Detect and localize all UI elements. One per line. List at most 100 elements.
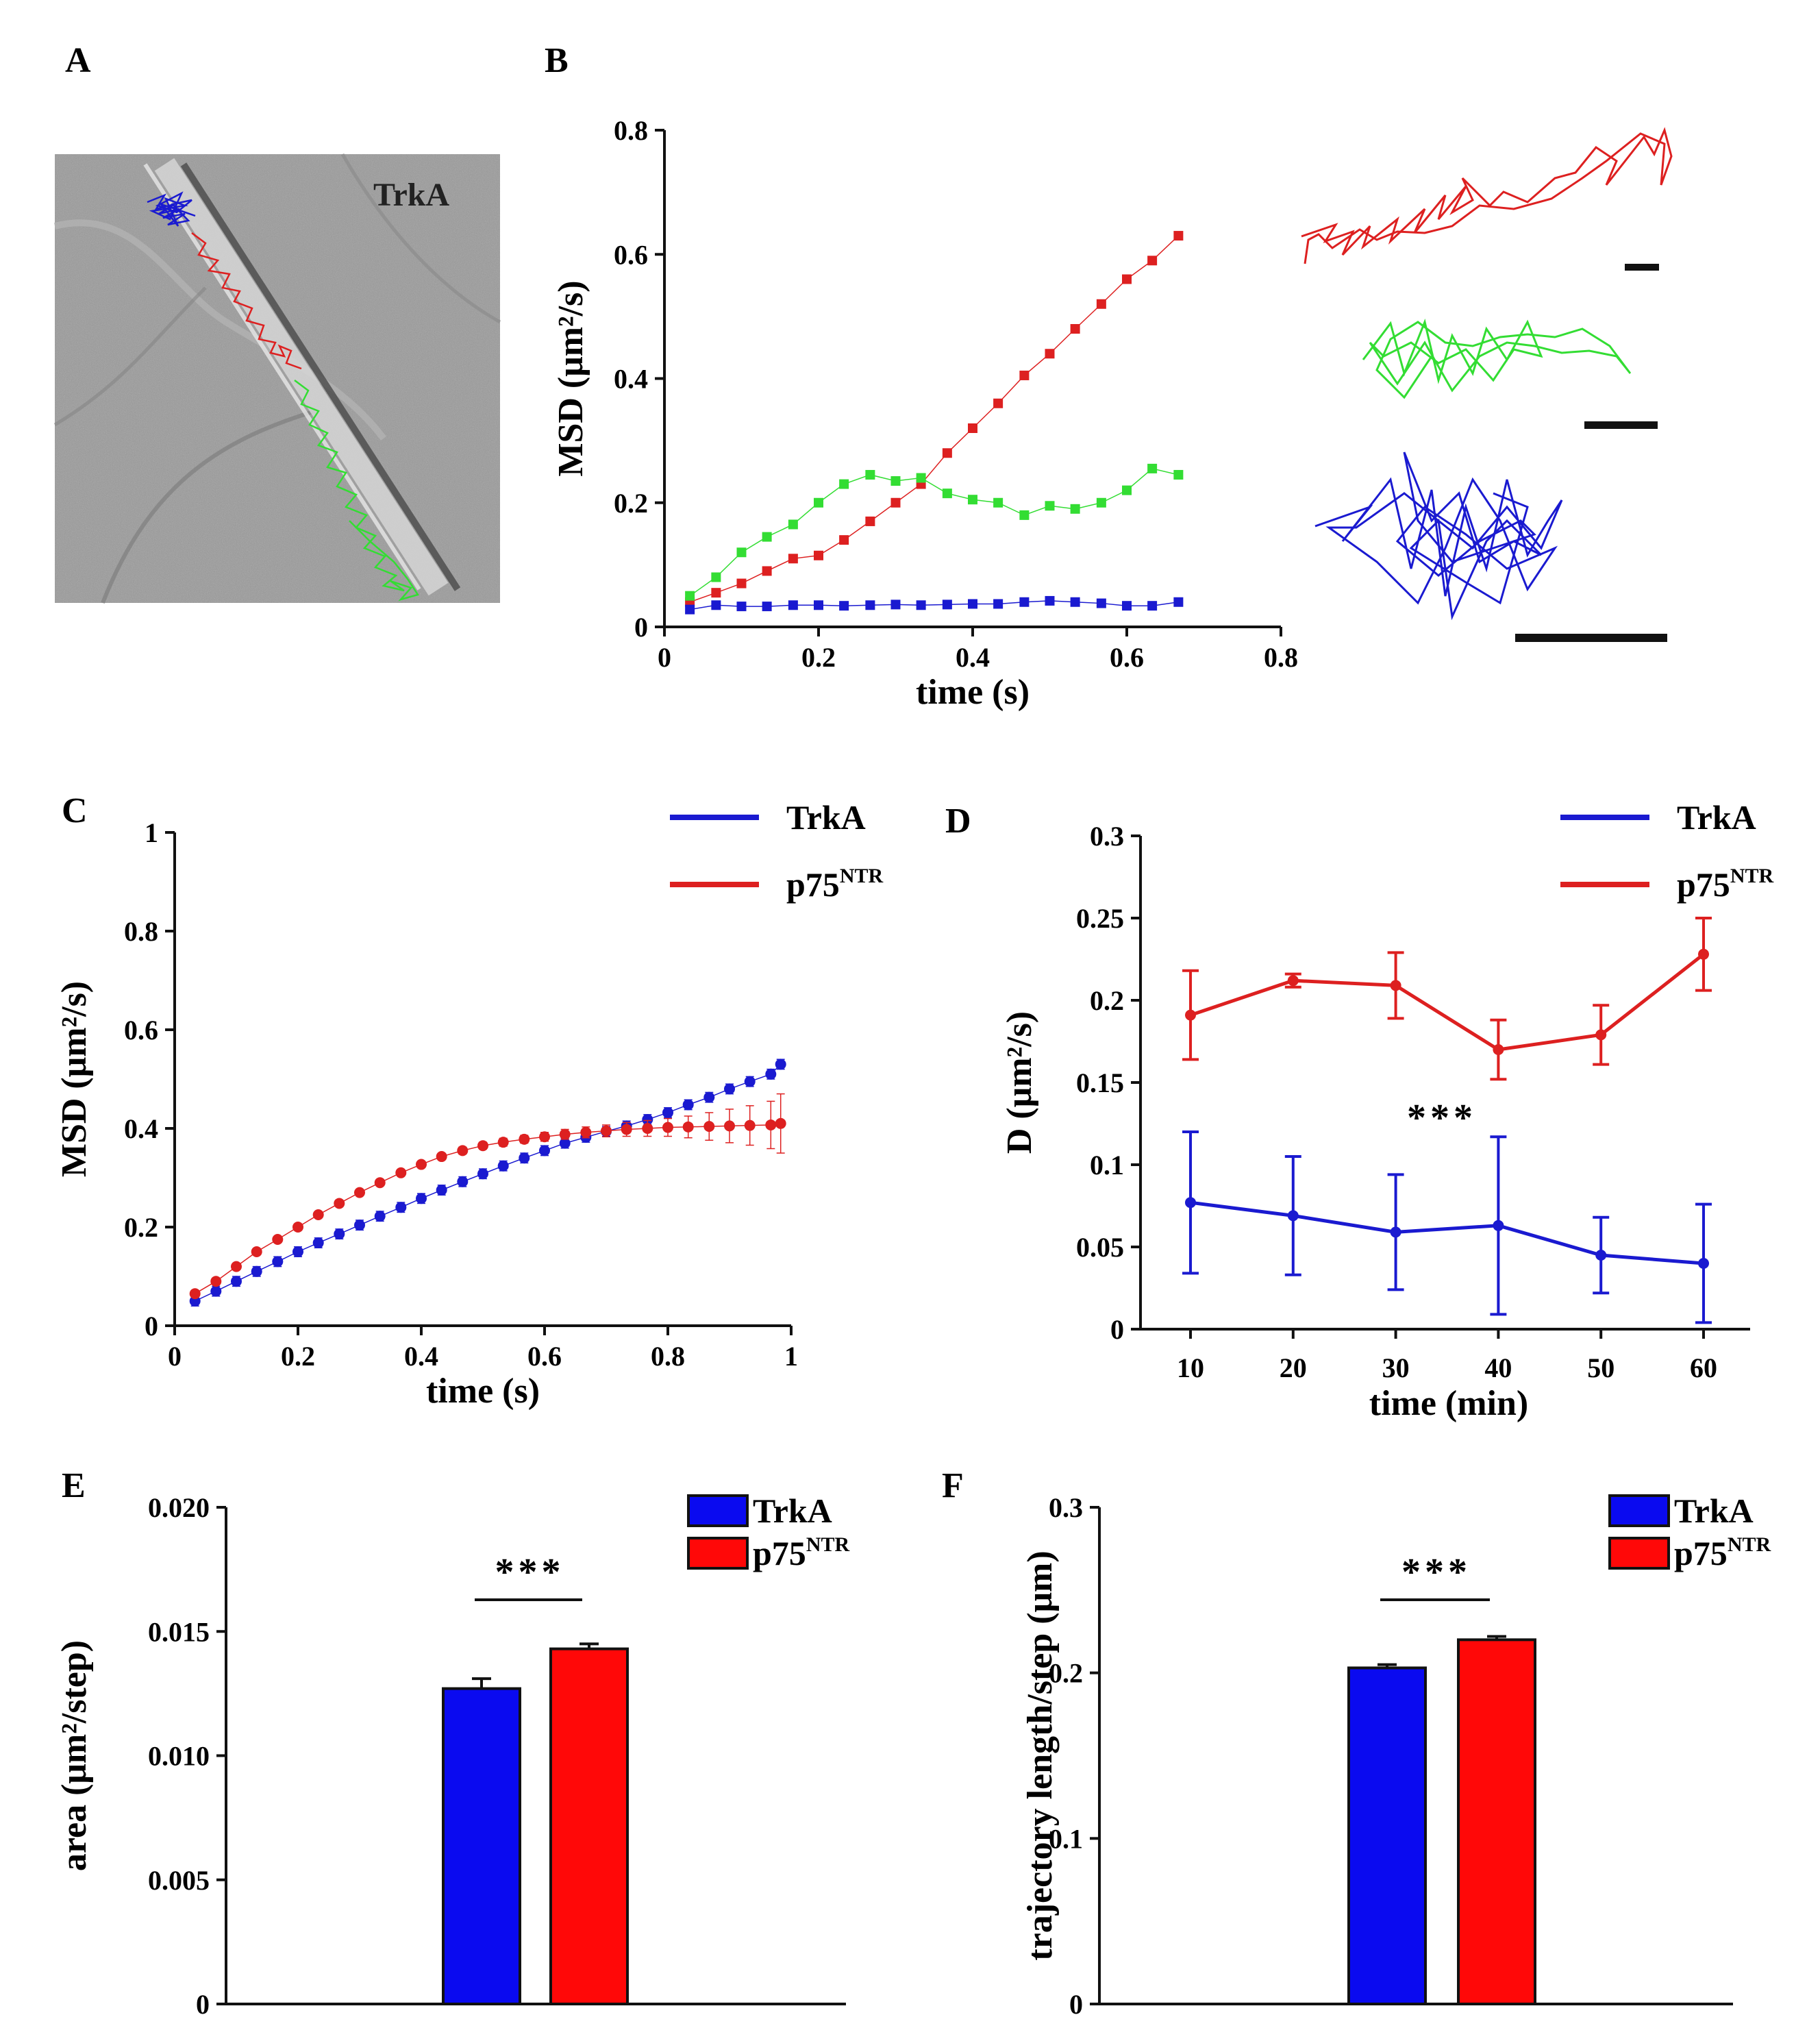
x-tick-label: 0.6 [527, 1341, 562, 1372]
data-point-green [839, 479, 849, 489]
y-tick-label: 0.015 [148, 1616, 210, 1647]
legend-label-superscript: NTR [1728, 1533, 1771, 1556]
data-point-red [942, 448, 952, 458]
data-point-p75ntr [559, 1128, 571, 1140]
data-point-p75ntr [292, 1222, 303, 1233]
panel-label-e: E [62, 1466, 86, 1505]
data-point-p75ntr [775, 1117, 786, 1129]
legend-swatch-trka [687, 1494, 749, 1527]
trajectory-overlay-red [191, 232, 302, 370]
y-tick-label: 0.05 [1076, 1232, 1124, 1263]
data-point-blue [711, 600, 721, 610]
data-point-green [865, 469, 875, 480]
bar-trka [1347, 1666, 1427, 2006]
data-point-trka [374, 1211, 386, 1222]
series-line-trka [1190, 1200, 1704, 1265]
data-point-trka [662, 1106, 673, 1118]
x-axis-label: time (s) [916, 673, 1030, 712]
panel-label-f: F [942, 1466, 964, 1505]
data-point-blue [788, 600, 798, 610]
legend-label-text: p75 [753, 1534, 806, 1572]
legend-label: p75NTR [753, 1533, 849, 1572]
data-point-red [1147, 256, 1158, 266]
data-point-blue [814, 600, 823, 610]
data-point-trka [642, 1114, 653, 1126]
data-point-trka [1493, 1220, 1504, 1231]
data-point-trka [354, 1220, 365, 1231]
y-tick-label: 0.8 [124, 916, 158, 947]
data-point-blue [1019, 597, 1030, 607]
legend-label-text: p75 [1677, 865, 1730, 904]
data-point-blue [1070, 597, 1080, 607]
legend-label: p75NTR [1674, 1533, 1771, 1572]
data-point-trka [272, 1256, 284, 1267]
data-point-trka [1390, 1226, 1401, 1238]
data-point-green [1045, 501, 1055, 511]
x-tick-label: 30 [1382, 1352, 1410, 1383]
y-tick-label: 0.2 [1090, 985, 1124, 1016]
data-point-green [1019, 510, 1030, 520]
data-point-trka [251, 1265, 262, 1277]
y-axis-label: MSD (μm²/s) [551, 280, 590, 476]
data-point-red [1070, 324, 1080, 334]
legend-label-text: p75 [786, 865, 840, 904]
data-point-trka [497, 1160, 509, 1172]
trajectory-red [1301, 127, 1673, 264]
chart-c-msd: 0 0.2 0.4 0.6 0.8 1 0 0.2 0.4 0.6 0.8 1 time (s) MSD … [55, 798, 883, 1411]
y-tick-label: 0.010 [148, 1741, 210, 1772]
series-line-trka [195, 1063, 782, 1302]
data-point-red [1173, 231, 1184, 241]
x-tick-label: 0.8 [1264, 642, 1298, 673]
x-tick-label: 50 [1587, 1352, 1615, 1383]
x-tick-label: 20 [1280, 1352, 1307, 1383]
legend-label: p75NTR [1677, 865, 1773, 904]
data-point-red [1122, 274, 1132, 284]
data-point-trka [724, 1083, 735, 1095]
legend-label-superscript: NTR [806, 1533, 850, 1556]
data-point-blue [1122, 601, 1132, 611]
x-tick-label: 1 [784, 1341, 798, 1372]
data-point-blue [916, 600, 926, 610]
data-point-green [788, 519, 798, 530]
scale-bar-green [1584, 421, 1658, 429]
data-point-trka [744, 1076, 756, 1087]
data-point-p75ntr [601, 1125, 612, 1137]
data-point-p75ntr [231, 1261, 242, 1272]
data-point-p75ntr [703, 1121, 715, 1133]
data-point-red [814, 550, 823, 560]
legend-label: TrkA [1674, 1492, 1754, 1530]
data-point-trka [477, 1168, 488, 1180]
y-tick-label: 0.8 [614, 115, 648, 146]
data-point-trka [292, 1246, 303, 1257]
data-point-trka [436, 1185, 447, 1196]
data-point-p75ntr [251, 1246, 262, 1257]
data-point-p75ntr [1287, 975, 1299, 987]
legend-label: p75NTR [786, 865, 883, 904]
x-tick-label: 40 [1484, 1352, 1512, 1383]
data-point-green [1096, 497, 1106, 508]
data-point-p75ntr [334, 1198, 345, 1209]
data-point-trka [559, 1137, 571, 1149]
series-line-p75ntr [1190, 952, 1705, 1052]
y-tick-label: 0.4 [614, 364, 648, 395]
y-tick-label: 0.1 [1090, 1150, 1124, 1180]
data-point-trka [1595, 1250, 1607, 1261]
legend-label: TrkA [786, 798, 866, 837]
data-point-green [1173, 469, 1184, 480]
data-point-p75ntr [1185, 1009, 1196, 1021]
x-tick-label: 0.6 [1110, 642, 1144, 673]
legend-label-text: TrkA [1677, 798, 1756, 837]
data-point-trka [457, 1176, 469, 1187]
data-point-trka [1698, 1258, 1709, 1269]
data-point-p75ntr [272, 1234, 284, 1245]
data-point-p75ntr [744, 1120, 756, 1131]
y-tick-label: 0.2 [1049, 1658, 1083, 1689]
data-point-p75ntr [457, 1145, 469, 1156]
data-point-trka [416, 1193, 427, 1204]
data-point-trka [1185, 1197, 1196, 1209]
data-point-trka [682, 1099, 694, 1111]
data-point-p75ntr [497, 1137, 509, 1148]
data-point-p75ntr [621, 1124, 632, 1135]
data-point-green [1070, 504, 1080, 514]
data-point-trka [312, 1237, 324, 1249]
